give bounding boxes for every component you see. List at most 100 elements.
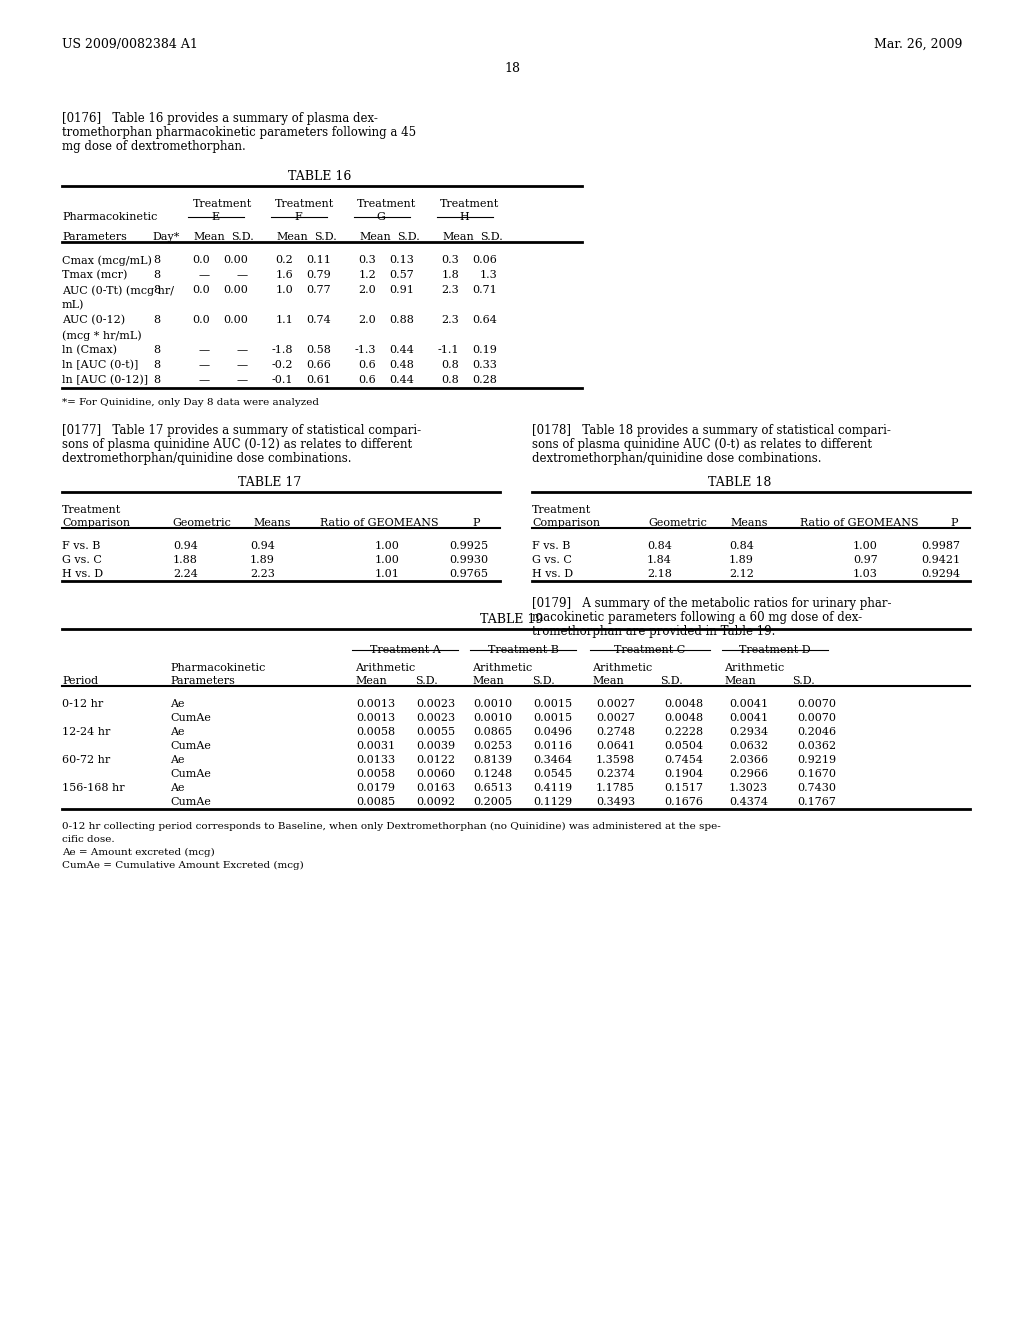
Text: 0.33: 0.33 (472, 360, 497, 370)
Text: 0.0041: 0.0041 (729, 700, 768, 709)
Text: 0.44: 0.44 (389, 375, 414, 385)
Text: Cmax (mcg/mL): Cmax (mcg/mL) (62, 255, 152, 265)
Text: 0.0010: 0.0010 (473, 713, 512, 723)
Text: Mar. 26, 2009: Mar. 26, 2009 (873, 38, 962, 51)
Text: 0.1129: 0.1129 (532, 797, 572, 807)
Text: 1.1785: 1.1785 (596, 783, 635, 793)
Text: 0.0504: 0.0504 (664, 741, 703, 751)
Text: 18: 18 (504, 62, 520, 75)
Text: Comparison: Comparison (62, 517, 130, 528)
Text: 1.00: 1.00 (375, 541, 400, 550)
Text: 0.66: 0.66 (306, 360, 331, 370)
Text: ln [AUC (0-12)]: ln [AUC (0-12)] (62, 375, 148, 385)
Text: Treatment: Treatment (193, 199, 252, 209)
Text: 8: 8 (153, 375, 160, 385)
Text: dextromethorphan/quinidine dose combinations.: dextromethorphan/quinidine dose combinat… (62, 451, 351, 465)
Text: 0.9925: 0.9925 (449, 541, 488, 550)
Text: 2.12: 2.12 (729, 569, 754, 579)
Text: 0.0031: 0.0031 (356, 741, 395, 751)
Text: 0-12 hr collecting period corresponds to Baseline, when only Dextromethorphan (n: 0-12 hr collecting period corresponds to… (62, 822, 721, 832)
Text: dextromethorphan/quinidine dose combinations.: dextromethorphan/quinidine dose combinat… (532, 451, 821, 465)
Text: 0.91: 0.91 (389, 285, 414, 294)
Text: 0.1904: 0.1904 (664, 770, 703, 779)
Text: 8: 8 (153, 315, 160, 325)
Text: 0.84: 0.84 (729, 541, 754, 550)
Text: P: P (950, 517, 957, 528)
Text: AUC (0-Tt) (mcg·hr/: AUC (0-Tt) (mcg·hr/ (62, 285, 174, 296)
Text: 0.58: 0.58 (306, 345, 331, 355)
Text: 0.61: 0.61 (306, 375, 331, 385)
Text: F vs. B: F vs. B (62, 541, 100, 550)
Text: 0.9294: 0.9294 (921, 569, 961, 579)
Text: 0.57: 0.57 (389, 271, 414, 280)
Text: -1.3: -1.3 (354, 345, 376, 355)
Text: 0.0632: 0.0632 (729, 741, 768, 751)
Text: 0.84: 0.84 (647, 541, 672, 550)
Text: G vs. C: G vs. C (62, 554, 101, 565)
Text: 0.0027: 0.0027 (596, 713, 635, 723)
Text: Period: Period (62, 676, 98, 686)
Text: 0.0023: 0.0023 (416, 700, 455, 709)
Text: 1.3023: 1.3023 (729, 783, 768, 793)
Text: Treatment: Treatment (532, 506, 591, 515)
Text: 0.1767: 0.1767 (797, 797, 836, 807)
Text: 0.28: 0.28 (472, 375, 497, 385)
Text: Mean: Mean (193, 232, 224, 242)
Text: 0.0027: 0.0027 (596, 700, 635, 709)
Text: Arithmetic: Arithmetic (724, 663, 784, 673)
Text: 1.6: 1.6 (275, 271, 293, 280)
Text: Ratio of GEOMEANS: Ratio of GEOMEANS (319, 517, 438, 528)
Text: Means: Means (730, 517, 768, 528)
Text: Parameters: Parameters (62, 232, 127, 242)
Text: Mean: Mean (472, 676, 504, 686)
Text: 0.71: 0.71 (472, 285, 497, 294)
Text: 0.64: 0.64 (472, 315, 497, 325)
Text: 1.03: 1.03 (853, 569, 878, 579)
Text: 0.0085: 0.0085 (356, 797, 395, 807)
Text: CumAe: CumAe (170, 713, 211, 723)
Text: 0.0060: 0.0060 (416, 770, 455, 779)
Text: 0.0362: 0.0362 (797, 741, 836, 751)
Text: Geometric: Geometric (172, 517, 230, 528)
Text: 0.2228: 0.2228 (664, 727, 703, 737)
Text: —: — (237, 271, 248, 280)
Text: 0.74: 0.74 (306, 315, 331, 325)
Text: 8: 8 (153, 285, 160, 294)
Text: 0.6513: 0.6513 (473, 783, 512, 793)
Text: tromethorphan pharmacokinetic parameters following a 45: tromethorphan pharmacokinetic parameters… (62, 125, 416, 139)
Text: 1.88: 1.88 (173, 554, 198, 565)
Text: 0.2005: 0.2005 (473, 797, 512, 807)
Text: 2.3: 2.3 (441, 315, 459, 325)
Text: US 2009/0082384 A1: US 2009/0082384 A1 (62, 38, 198, 51)
Text: 0.0015: 0.0015 (532, 713, 572, 723)
Text: 0.7430: 0.7430 (797, 783, 836, 793)
Text: Treatment B: Treatment B (487, 645, 558, 655)
Text: AUC (0-12): AUC (0-12) (62, 315, 125, 325)
Text: 0.44: 0.44 (389, 345, 414, 355)
Text: [0178]   Table 18 provides a summary of statistical compari-: [0178] Table 18 provides a summary of st… (532, 424, 891, 437)
Text: -0.2: -0.2 (271, 360, 293, 370)
Text: S.D.: S.D. (532, 676, 555, 686)
Text: E: E (211, 213, 219, 222)
Text: 0.19: 0.19 (472, 345, 497, 355)
Text: 0.2: 0.2 (275, 255, 293, 265)
Text: Treatment: Treatment (275, 199, 334, 209)
Text: F: F (294, 213, 302, 222)
Text: TABLE 16: TABLE 16 (289, 170, 351, 183)
Text: Ae: Ae (170, 727, 184, 737)
Text: 0.00: 0.00 (223, 255, 248, 265)
Text: 0.0092: 0.0092 (416, 797, 455, 807)
Text: 1.3: 1.3 (479, 271, 497, 280)
Text: 0.7454: 0.7454 (664, 755, 703, 766)
Text: Treatment D: Treatment D (739, 645, 811, 655)
Text: 0.13: 0.13 (389, 255, 414, 265)
Text: 0.0070: 0.0070 (797, 713, 836, 723)
Text: Means: Means (253, 517, 291, 528)
Text: 1.89: 1.89 (729, 554, 754, 565)
Text: 2.0: 2.0 (358, 285, 376, 294)
Text: Mean: Mean (724, 676, 756, 686)
Text: 0.0: 0.0 (193, 255, 210, 265)
Text: 0.8: 0.8 (441, 375, 459, 385)
Text: sons of plasma quinidine AUC (0-t) as relates to different: sons of plasma quinidine AUC (0-t) as re… (532, 438, 872, 451)
Text: ln [AUC (0-t)]: ln [AUC (0-t)] (62, 360, 138, 371)
